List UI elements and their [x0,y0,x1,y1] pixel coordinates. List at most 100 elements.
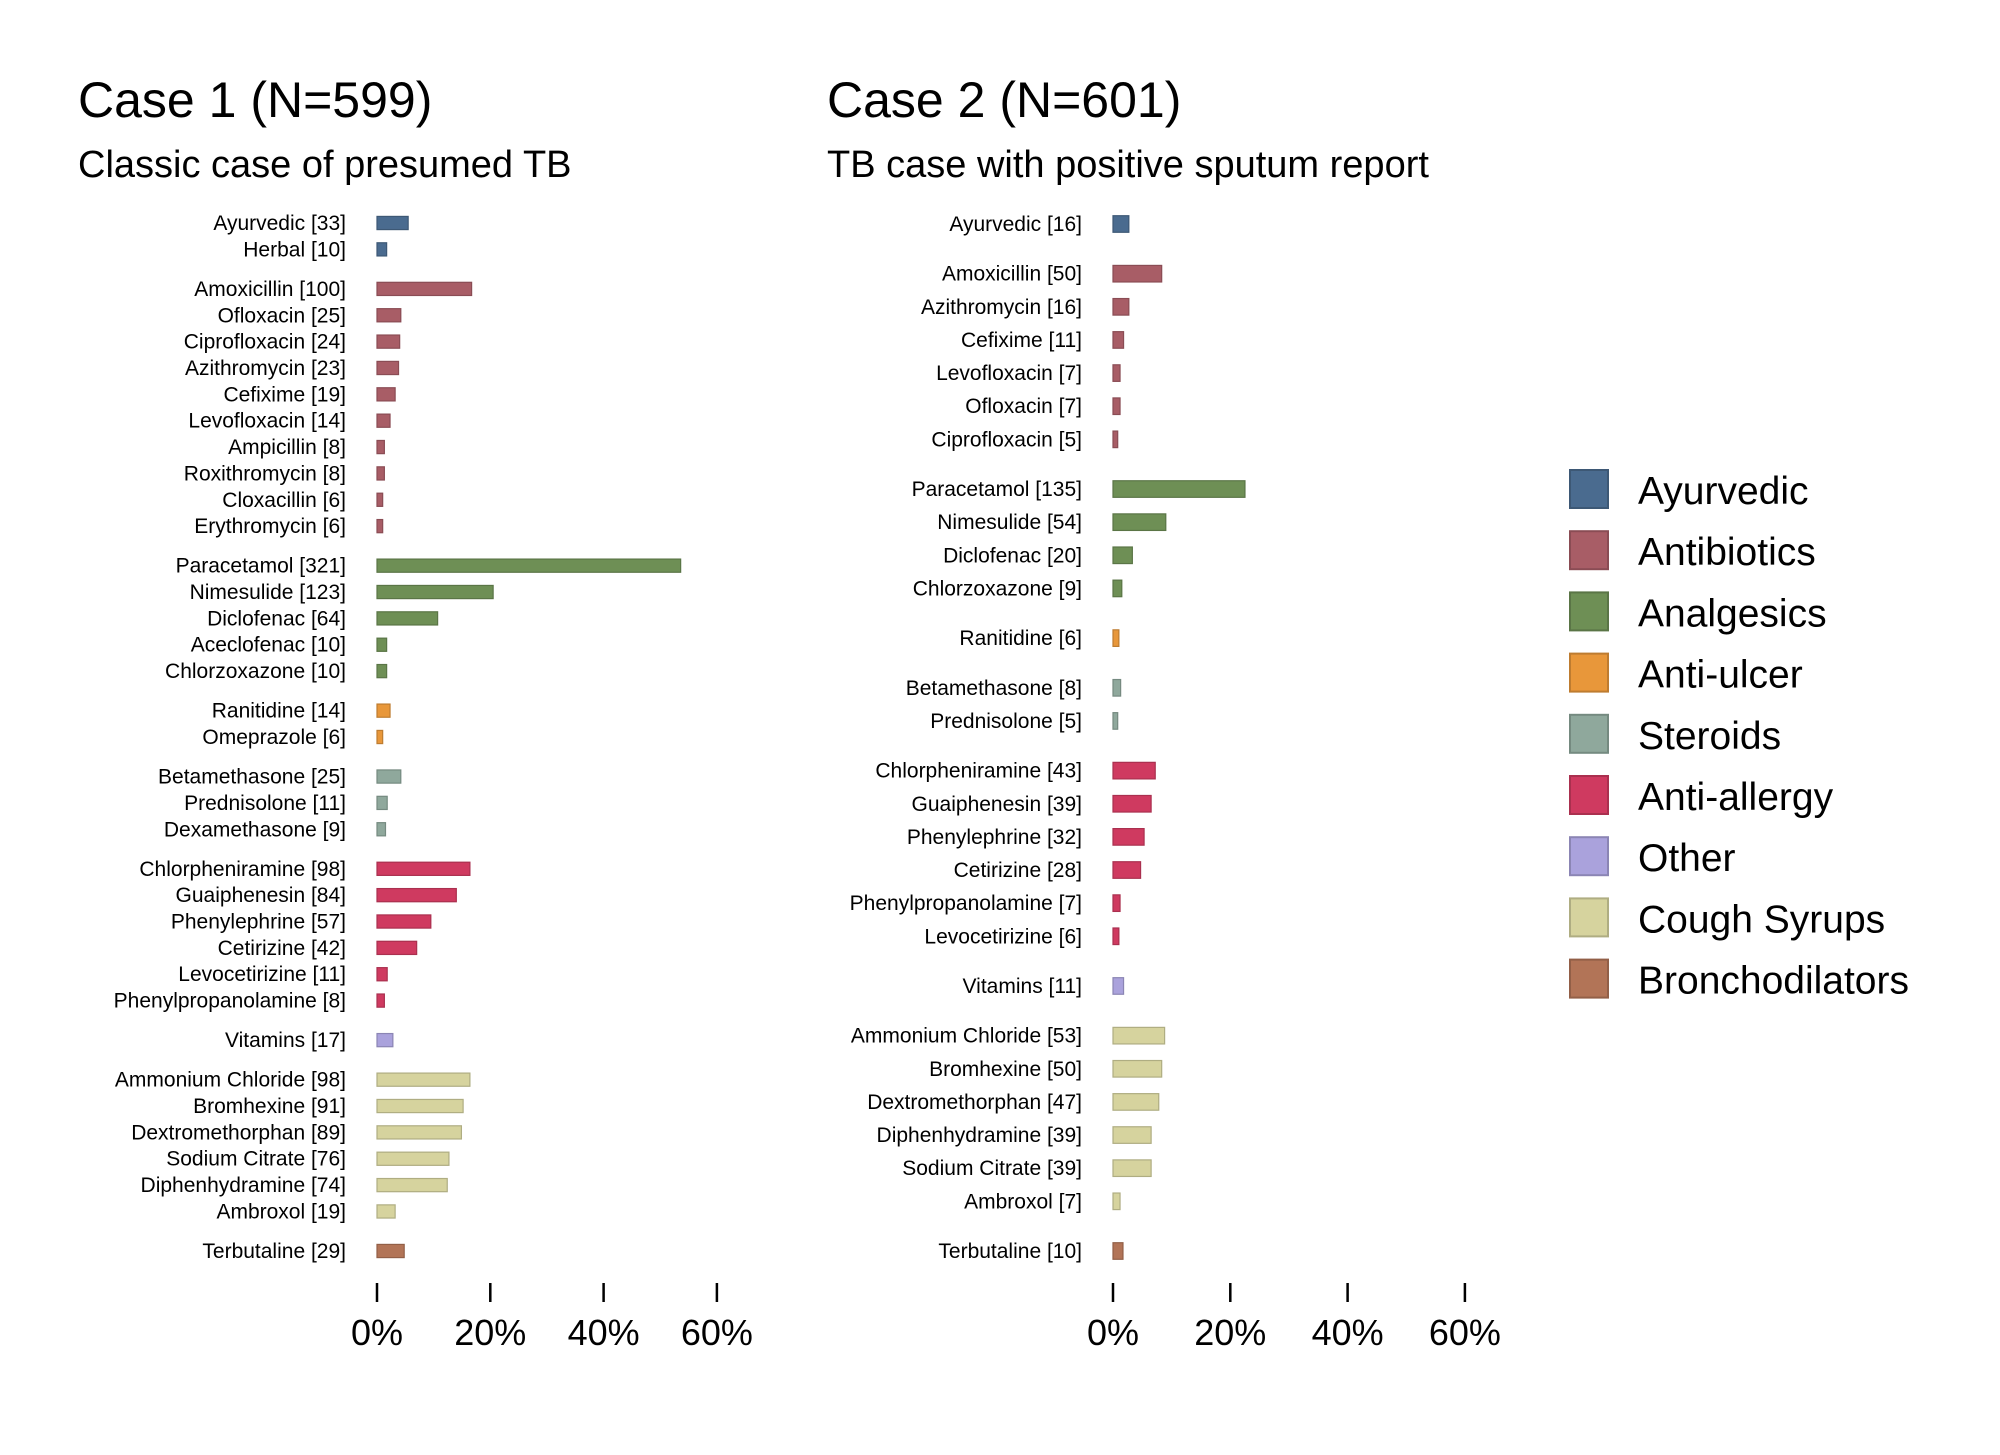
x-tick-label: 0% [1087,1312,1139,1353]
bar-label: Betamethasone [25] [158,766,346,789]
bar [376,413,391,428]
legend-swatch [1569,836,1609,877]
bar [1112,1242,1124,1260]
bar [1112,297,1130,316]
bar-label: Cetirizine [42] [218,937,346,960]
bar [376,518,384,534]
legend-label: Cough Syrups [1638,898,1885,941]
bar-label: Vitamins [11] [963,975,1082,998]
chart-panel-1: Case 1 (N=599) Classic case of presumed T… [78,72,753,1353]
bar-label: Dextromethorphan [89] [131,1121,346,1144]
bar-label: Diphenhydramine [74] [141,1174,346,1197]
bar-label: Dexamethasone [9] [164,818,346,841]
bar-label: Cefixime [11] [961,329,1082,352]
bar-label: Levocetirizine [11] [178,963,346,986]
x-tick-label: 40% [568,1312,640,1353]
bar [376,887,457,903]
legend-swatch [1569,713,1609,754]
bar-label: Ambroxol [7] [964,1190,1082,1213]
bar [1112,1093,1160,1111]
legend-label: Analgesics [1638,592,1827,635]
bar-label: Paracetamol [135] [912,478,1082,501]
bar [1112,678,1122,697]
bar-label: Ammonium Chloride [53] [851,1025,1082,1048]
bar [1112,331,1125,349]
x-tick-label: 0% [351,1312,403,1353]
legend-swatch [1569,469,1609,509]
bar-label: Amoxicillin [100] [194,278,346,301]
bar-label: Chlorzoxazone [10] [165,660,346,683]
legend-label: Ayurvedic [1638,470,1809,513]
bar [376,1098,464,1114]
bar [1112,828,1145,846]
bar [376,822,387,837]
bar [376,308,402,323]
bar-label: Levofloxacin [7] [936,362,1082,385]
bar-label: Phenylpropanolamine [8] [114,990,346,1013]
bar [376,1243,405,1259]
bar [1112,794,1152,813]
bar [376,1204,396,1219]
bar-label: Diclofenac [20] [943,544,1082,567]
bar-label: Cefixime [19] [223,383,346,406]
bar-label: Dextromethorphan [47] [867,1091,1082,1114]
bar [376,466,385,481]
bar [1112,546,1133,565]
bar [376,637,388,652]
bar-label: Diphenhydramine [39] [877,1124,1082,1147]
bar-label: Cloxacillin [6] [222,489,346,512]
bar-label: Bromhexine [91] [193,1095,346,1118]
x-tick-label: 40% [1312,1312,1384,1353]
bar [1112,1126,1152,1144]
legend-label: Bronchodilators [1638,960,1909,1003]
bar-label: Levocetirizine [6] [924,925,1082,948]
bar-label: Ciprofloxacin [5] [931,428,1082,451]
bar [376,584,494,600]
legend-label: Other [1638,837,1736,880]
legend-swatch [1569,652,1609,693]
bar [376,611,439,626]
chart-title: Case 2 (N=601) [827,72,1181,128]
bar [1112,264,1163,283]
bar-label: Ranitidine [6] [959,627,1082,650]
bar [376,242,388,257]
bar-label: Ciprofloxacin [24] [184,331,346,354]
bar [376,1125,463,1140]
bar-label: Terbutaline [10] [938,1240,1082,1263]
bar [376,334,401,349]
bar-label: Omeprazole [6] [202,726,346,749]
bar [1112,364,1121,382]
bar-label: Betamethasone [8] [906,677,1082,700]
bar-label: Ayurvedic [33] [213,212,346,235]
bar [1112,480,1246,498]
chart-panel-2: Case 2 (N=601) TB case with positive sput… [827,72,1501,1353]
bar-label: Bromhexine [50] [929,1058,1082,1081]
bar [376,1151,450,1166]
bar [376,360,400,376]
chart-subtitle: Classic case of presumed TB [78,144,572,186]
legend-swatch [1569,530,1609,571]
bar-label: Roxithromycin [8] [184,462,346,485]
bar-label: Levofloxacin [14] [188,410,346,433]
bar [376,1177,448,1193]
bar [1112,894,1121,913]
legend-swatch [1569,958,1609,999]
bar-label: Terbutaline [29] [202,1240,346,1263]
bar [1112,712,1119,730]
bar [1112,215,1130,233]
bar [376,795,388,811]
x-tick-label: 20% [454,1312,526,1353]
bar [376,663,388,679]
legend-swatch [1569,775,1609,815]
bar-label: Sodium Citrate [39] [902,1157,1082,1180]
bar [376,558,682,573]
bar [376,729,384,745]
bar [376,281,473,297]
bar-label: Ambroxol [19] [216,1200,346,1223]
legend-label: Steroids [1638,715,1781,758]
bar-label: Ofloxacin [25] [218,304,346,327]
bar [376,439,385,455]
bar-label: Cetirizine [28] [954,859,1082,882]
bar [1112,513,1167,532]
